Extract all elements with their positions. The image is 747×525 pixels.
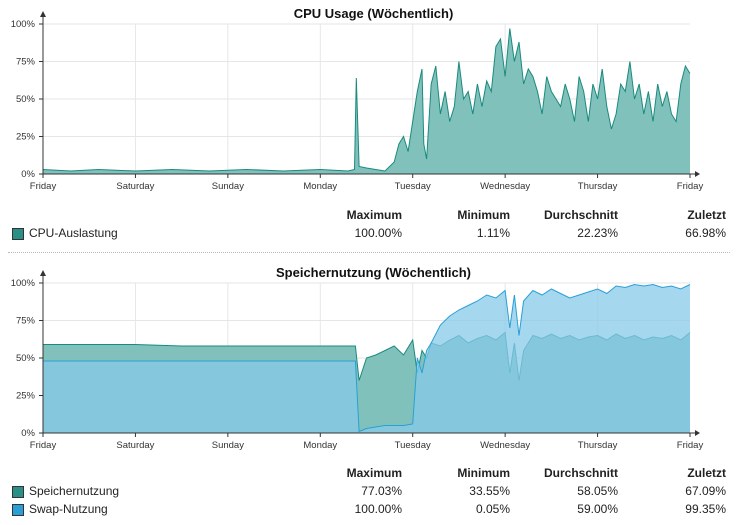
x-tick-label: Friday — [30, 181, 57, 192]
swap-stat-average: 59.00% — [577, 502, 618, 516]
x-tick-label: Thursday — [578, 440, 618, 451]
memory-stat-average: 58.05% — [577, 484, 618, 498]
x-tick-label: Saturday — [116, 440, 154, 451]
y-tick-label: 0% — [21, 169, 35, 180]
series-area-2 — [43, 284, 690, 433]
x-tick-label: Tuesday — [395, 181, 431, 192]
y-tick-label: 75% — [16, 316, 36, 327]
cpu-chart-title: CPU Usage (Wöchentlich) — [293, 6, 454, 21]
swap-legend-label: Swap-Nutzung — [29, 502, 108, 516]
x-tick-label: Friday — [30, 440, 57, 451]
stats-header-maximum: Maximum — [346, 208, 402, 222]
x-tick-label: Wednesday — [480, 181, 530, 192]
x-tick-label: Monday — [303, 440, 337, 451]
swap-legend-swatch — [12, 504, 24, 516]
y-tick-label: 75% — [16, 57, 36, 68]
series-area-1 — [43, 28, 690, 174]
y-tick-label: 0% — [21, 428, 35, 439]
memory-usage-panel: Speichernutzung (Wöchentlich) 0% 25% 50% 75… — [0, 258, 747, 525]
stats-header-maximum: Maximum — [346, 466, 402, 480]
memory-legend-label: Speichernutzung — [29, 484, 120, 498]
stats-header-average: Durchschnitt — [543, 466, 618, 480]
y-tick-label: 25% — [16, 132, 36, 143]
x-tick-label: Friday — [677, 181, 704, 192]
swap-stat-minimum: 0.05% — [475, 502, 510, 516]
y-tick-label: 50% — [16, 353, 36, 364]
cpu-stat-minimum: 1.11% — [476, 226, 510, 240]
memory-stat-maximum: 77.03% — [361, 484, 402, 498]
cpu-legend-swatch — [12, 228, 24, 240]
x-tick-label: Thursday — [578, 181, 618, 192]
cpu-usage-panel: CPU Usage (Wöchentlich) 0% 25% 50% 75% 100% F… — [0, 0, 747, 250]
stats-header-minimum: Minimum — [457, 208, 510, 222]
y-axis-arrow — [40, 11, 46, 17]
x-tick-label: Sunday — [212, 440, 244, 451]
y-tick-label: 100% — [11, 278, 36, 289]
cpu-stat-last: 66.98% — [685, 226, 726, 240]
y-tick-label: 50% — [16, 94, 36, 105]
stats-header-last: Zuletzt — [687, 208, 726, 222]
cpu-chart: 0% 25% 50% 75% 100% Friday Saturday Sunday Monda… — [11, 11, 704, 192]
stats-header-minimum: Minimum — [457, 466, 510, 480]
cpu-legend-label: CPU-Auslastung — [29, 226, 118, 240]
series-line-2 — [43, 283, 691, 433]
cpu-stat-average: 22.23% — [577, 226, 618, 240]
memory-chart: 0% 25% 50% 75% 100% Friday Saturday Sunday Monda… — [11, 270, 704, 451]
stats-header-average: Durchschnitt — [543, 208, 618, 222]
x-axis-arrow — [695, 430, 700, 436]
y-tick-label: 25% — [16, 391, 36, 402]
memory-stat-minimum: 33.55% — [469, 484, 510, 498]
stats-header-last: Zuletzt — [687, 466, 726, 480]
cpu-stat-maximum: 100.00% — [354, 226, 402, 240]
memory-stat-last: 67.09% — [685, 484, 726, 498]
x-tick-label: Monday — [303, 181, 337, 192]
x-tick-label: Saturday — [116, 181, 154, 192]
swap-stat-maximum: 100.00% — [354, 502, 402, 516]
y-axis-arrow — [40, 270, 46, 276]
y-tick-label: 100% — [11, 19, 36, 30]
memory-legend-swatch — [12, 486, 24, 498]
x-tick-label: Tuesday — [395, 440, 431, 451]
memory-chart-title: Speichernutzung (Wöchentlich) — [276, 265, 471, 280]
x-tick-label: Friday — [677, 440, 704, 451]
series-line-1 — [42, 28, 691, 172]
swap-stat-last: 99.35% — [685, 502, 726, 516]
x-tick-label: Wednesday — [480, 440, 530, 451]
x-axis-arrow — [695, 171, 700, 177]
x-tick-label: Sunday — [212, 181, 244, 192]
panel-divider — [8, 252, 730, 253]
